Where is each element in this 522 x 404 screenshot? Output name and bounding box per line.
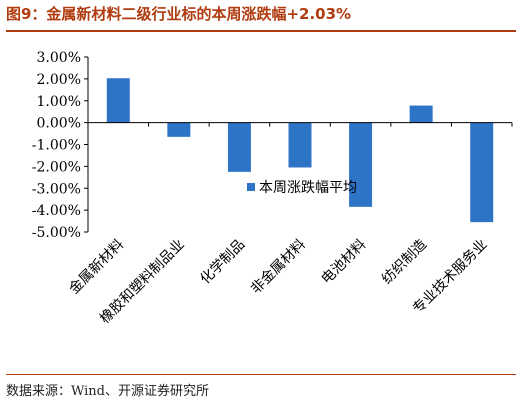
bar	[288, 122, 312, 168]
x-category-label: 化学制品	[197, 237, 248, 288]
source-rule	[6, 374, 516, 375]
y-tick-label: -4.00%	[32, 203, 81, 219]
x-category-label: 金属新材料	[66, 237, 127, 298]
y-tick-label: 0.00%	[37, 116, 81, 132]
bar	[167, 122, 191, 137]
bar	[106, 78, 130, 123]
legend-label: 本周涨跌幅平均	[259, 180, 357, 196]
x-category-label: 非金属材料	[248, 237, 309, 298]
y-tick-label: -3.00%	[32, 181, 81, 197]
y-tick-label: 2.00%	[37, 72, 81, 88]
x-category-label: 电池材料	[318, 237, 369, 288]
chart-title: 图9：金属新材料二级行业标的本周涨跌幅+2.03%	[6, 5, 352, 23]
bar	[470, 122, 494, 223]
bar	[409, 105, 433, 123]
y-tick-label: -2.00%	[32, 159, 81, 175]
title-rule	[6, 30, 516, 32]
y-tick-label: 3.00%	[37, 50, 81, 66]
y-tick-label: -5.00%	[32, 225, 81, 241]
source-note: 数据来源：Wind、开源证券研究所	[6, 384, 209, 399]
y-tick-label: -1.00%	[32, 138, 81, 154]
bar	[349, 122, 373, 207]
x-category-label: 纺织制造	[379, 237, 430, 288]
bar-chart: 3.00% 2.00% 1.00% 0.00% -1.00% -2.00% -3.00% -4…	[32, 50, 513, 327]
bar	[227, 122, 251, 172]
y-tick-label: 1.00%	[37, 94, 81, 110]
legend-swatch	[247, 183, 255, 191]
